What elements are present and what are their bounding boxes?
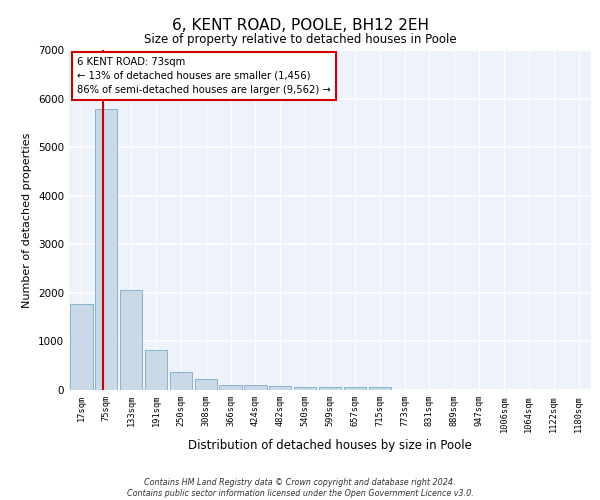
Bar — [294, 387, 316, 390]
Y-axis label: Number of detached properties: Number of detached properties — [22, 132, 32, 308]
Bar — [368, 388, 391, 390]
Bar — [194, 380, 217, 390]
X-axis label: Distribution of detached houses by size in Poole: Distribution of detached houses by size … — [188, 438, 472, 452]
Text: Contains HM Land Registry data © Crown copyright and database right 2024.
Contai: Contains HM Land Registry data © Crown c… — [127, 478, 473, 498]
Bar — [244, 385, 266, 390]
Bar — [120, 290, 142, 390]
Bar — [319, 387, 341, 390]
Bar — [95, 110, 118, 390]
Text: 6 KENT ROAD: 73sqm
← 13% of detached houses are smaller (1,456)
86% of semi-deta: 6 KENT ROAD: 73sqm ← 13% of detached hou… — [77, 57, 331, 95]
Text: Size of property relative to detached houses in Poole: Size of property relative to detached ho… — [143, 32, 457, 46]
Bar — [269, 386, 292, 390]
Text: 6, KENT ROAD, POOLE, BH12 2EH: 6, KENT ROAD, POOLE, BH12 2EH — [172, 18, 428, 32]
Bar — [220, 384, 242, 390]
Bar — [344, 387, 366, 390]
Bar — [145, 350, 167, 390]
Bar — [170, 372, 192, 390]
Bar — [70, 304, 92, 390]
